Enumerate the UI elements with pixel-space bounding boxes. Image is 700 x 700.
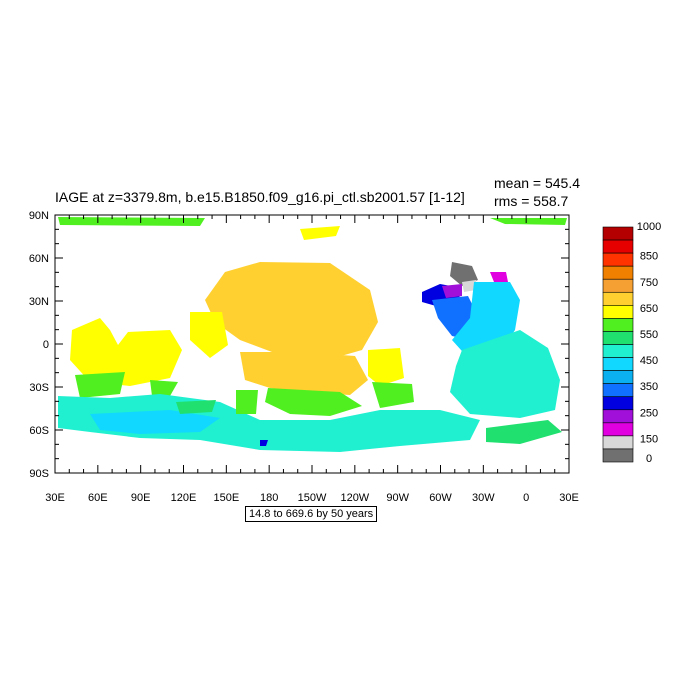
lat-label: 90S [29,468,49,480]
ocean-field [58,217,567,452]
lon-label: 30E [559,492,579,504]
field-pacific-yellow-se [368,348,404,386]
colorbar-label: 350 [640,381,658,393]
colorbar-swatch [602,226,634,241]
colorbar-swatch [602,383,634,398]
lon-label: 90E [131,492,151,504]
colorbar-swatch [602,331,634,345]
field-indian-yellow [70,318,182,386]
lat-label: 30S [29,382,49,394]
field-atl-magenta-2 [490,272,508,282]
field-atl-gray [450,262,478,286]
lon-label: 30W [472,492,495,504]
plot-title: IAGE at z=3379.8m, b.e15.B1850.f09_g16.p… [55,189,465,205]
colorbar-swatch [602,448,634,463]
field-atl-magenta [442,284,462,298]
field-indian-green-2 [150,380,178,396]
colorbar-swatch [602,422,634,437]
lon-label: 180 [260,492,278,504]
colorbar-swatch [602,291,634,306]
colorbar-label: 0 [646,453,652,465]
field-southern-green [176,400,216,414]
lon-label: 120E [171,492,197,504]
colorbar-label: 550 [640,329,658,341]
field-pacific-green [265,388,362,416]
tick-marks [54,214,570,474]
lon-label: 90W [386,492,409,504]
mean-value: mean = 545.4 [494,175,581,191]
colorbar-swatch [602,278,634,293]
colorbar-label: 850 [640,251,658,263]
colorbar-label: 450 [640,355,658,367]
colorbar-label: 150 [640,433,658,445]
field-arctic-2 [490,218,567,225]
lon-label: 0 [523,492,529,504]
lon-label: 150E [213,492,239,504]
lon-label: 120W [340,492,369,504]
colorbar-swatch [602,318,634,332]
lon-label: 30E [45,492,65,504]
field-arctic [58,217,205,226]
field-arctic-3 [300,226,340,240]
colorbar-swatch [602,435,634,450]
colorbar-label: 1000 [637,221,661,233]
stats-block: mean = 545.4 rms = 558.7 [494,174,580,210]
field-southern-dark [260,440,268,446]
field-indian-green [75,372,125,398]
colorbar-label: 250 [640,407,658,419]
colorbar [602,226,634,463]
field-southern-cyan [58,394,480,452]
colorbar-swatch [602,370,634,384]
colorbar-swatch [602,409,634,424]
colorbar-labels: 1000 850 750 650 550 450 350 250 150 0 [637,221,661,465]
colorbar-swatch [602,239,634,254]
field-pacific-yellow [190,312,228,358]
lon-label: 150W [298,492,327,504]
contour-range-note: 14.8 to 669.6 by 50 years [245,506,378,522]
lat-label: 60S [29,425,49,437]
lon-label: 60E [88,492,108,504]
lat-labels: 90N 60N 30N 0 30S 60S 90S [29,210,49,480]
lat-label: 90N [29,210,49,222]
colorbar-swatch [602,396,634,411]
field-southern-green-2 [236,390,258,414]
field-pacific-green-2 [372,382,414,408]
field-atl-green [486,420,562,444]
field-atl-south [450,330,560,418]
rms-value: rms = 558.7 [494,193,569,209]
lon-labels: 30E 60E 90E 120E 150E 180 150W 120W 90W 60W 30W 0 30… [45,492,579,504]
colorbar-swatch [602,344,634,358]
field-pacific-orange [205,262,378,362]
lon-label: 60W [429,492,452,504]
colorbar-label: 650 [640,303,658,315]
field-southern-blue [90,410,220,434]
lat-label: 60N [29,253,49,265]
colorbar-swatch [602,252,634,267]
colorbar-swatch [602,265,634,280]
field-pacific-south [240,352,368,395]
lat-label: 0 [43,339,49,351]
colorbar-label: 750 [640,277,658,289]
colorbar-swatch [602,357,634,371]
colorbar-swatch [602,305,634,319]
field-atl-lightgray [462,280,476,292]
lat-label: 30N [29,296,49,308]
